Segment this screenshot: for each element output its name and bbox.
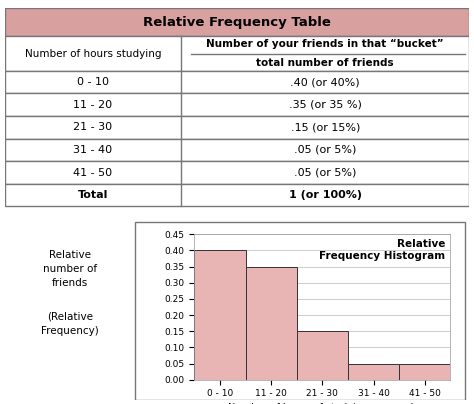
Text: 21 - 30: 21 - 30	[73, 122, 112, 132]
Bar	[5, 161, 469, 184]
Text: .40 (or 40%): .40 (or 40%)	[291, 77, 360, 87]
Text: .15 (or 15%): .15 (or 15%)	[291, 122, 360, 132]
Text: Relative
number of
friends: Relative number of friends	[43, 250, 97, 288]
Text: .05 (or 5%): .05 (or 5%)	[294, 168, 356, 177]
Text: 11 - 20: 11 - 20	[73, 100, 112, 109]
Text: 0 - 10: 0 - 10	[77, 77, 109, 87]
Text: (Relative
Frequency): (Relative Frequency)	[41, 311, 99, 336]
Text: Number of hours studying: Number of hours studying	[25, 48, 161, 59]
Text: total number of friends: total number of friends	[256, 58, 394, 67]
Bar	[194, 250, 246, 380]
Bar	[5, 8, 469, 36]
Bar	[5, 71, 469, 93]
Bar	[5, 93, 469, 116]
Text: Relative Frequency Table: Relative Frequency Table	[143, 16, 331, 29]
Text: 1 (or 100%): 1 (or 100%)	[289, 190, 362, 200]
Bar	[5, 139, 469, 161]
Text: .05 (or 5%): .05 (or 5%)	[294, 145, 356, 155]
Bar	[5, 184, 469, 206]
Bar	[297, 331, 348, 380]
Bar	[399, 364, 450, 380]
Bar	[348, 364, 399, 380]
Text: Relative
Frequency Histogram: Relative Frequency Histogram	[319, 239, 445, 261]
Text: 31 - 40: 31 - 40	[73, 145, 112, 155]
Bar	[135, 222, 465, 400]
Bar	[246, 267, 297, 380]
Text: Number of your friends in that “bucket”: Number of your friends in that “bucket”	[207, 40, 444, 49]
Text: Total: Total	[78, 190, 108, 200]
Text: 41 - 50: 41 - 50	[73, 168, 112, 177]
Text: .35 (or 35 %): .35 (or 35 %)	[289, 100, 362, 109]
X-axis label: Number of hours of studying per week: Number of hours of studying per week	[228, 403, 417, 404]
Bar	[5, 36, 469, 71]
Bar	[5, 116, 469, 139]
